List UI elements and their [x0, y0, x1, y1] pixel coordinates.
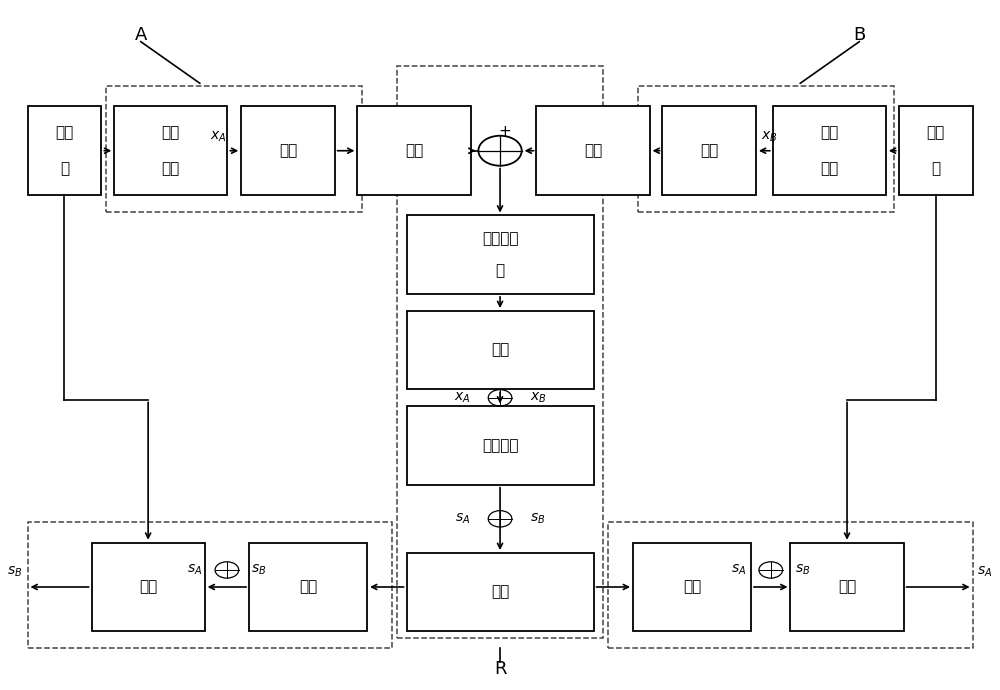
Text: 减法: 减法: [838, 580, 856, 595]
Text: A: A: [135, 26, 147, 44]
Bar: [28, 106, 101, 195]
Bar: [608, 522, 973, 649]
Text: $x_B$: $x_B$: [761, 130, 778, 144]
Text: $x_B$: $x_B$: [530, 391, 546, 405]
Text: 信号: 信号: [55, 126, 74, 141]
Text: 信道: 信道: [162, 126, 180, 141]
Text: 信号: 信号: [927, 126, 945, 141]
Bar: [638, 86, 894, 212]
Bar: [407, 553, 594, 631]
Text: 解调: 解调: [683, 580, 701, 595]
Text: 调制: 调制: [279, 144, 297, 158]
Bar: [407, 311, 594, 389]
Text: $x_A$: $x_A$: [210, 130, 226, 144]
Text: 调制: 调制: [491, 584, 509, 600]
Bar: [241, 106, 335, 195]
Text: $s_B$: $s_B$: [7, 565, 23, 579]
Text: 源: 源: [60, 161, 69, 176]
Text: $s_A$: $s_A$: [455, 511, 471, 526]
Text: $s_B$: $s_B$: [530, 511, 545, 526]
Bar: [92, 542, 205, 631]
Text: 源: 源: [931, 161, 940, 176]
Bar: [357, 106, 471, 195]
Text: $s_B$: $s_B$: [795, 563, 811, 577]
Text: B: B: [853, 26, 865, 44]
Bar: [773, 106, 886, 195]
Text: 编码: 编码: [820, 161, 838, 176]
Text: $s_A$: $s_A$: [187, 563, 202, 577]
Bar: [397, 66, 603, 638]
Text: 调制: 调制: [700, 144, 718, 158]
Text: 信道: 信道: [584, 144, 602, 158]
Text: 信道: 信道: [405, 144, 423, 158]
Text: $s_B$: $s_B$: [251, 563, 267, 577]
Bar: [790, 542, 904, 631]
Bar: [106, 86, 362, 212]
Text: 相干解调: 相干解调: [482, 232, 518, 246]
Text: 编码: 编码: [162, 161, 180, 176]
Bar: [114, 106, 227, 195]
Bar: [28, 522, 392, 649]
Bar: [899, 106, 973, 195]
Text: 减法: 减法: [139, 580, 157, 595]
Text: 信道解码: 信道解码: [482, 438, 518, 453]
Text: 信道: 信道: [820, 126, 838, 141]
Bar: [407, 406, 594, 485]
Text: $s_A$: $s_A$: [731, 563, 746, 577]
Text: 解调: 解调: [299, 580, 317, 595]
Bar: [407, 215, 594, 294]
Text: 器: 器: [495, 263, 505, 278]
Bar: [249, 542, 367, 631]
Text: $s_A$: $s_A$: [977, 565, 993, 579]
Text: +: +: [499, 124, 511, 139]
Text: $x_A$: $x_A$: [454, 391, 471, 405]
Bar: [536, 106, 650, 195]
Text: 判决: 判决: [491, 343, 509, 357]
Bar: [633, 542, 751, 631]
Text: R: R: [494, 660, 506, 678]
Bar: [662, 106, 756, 195]
